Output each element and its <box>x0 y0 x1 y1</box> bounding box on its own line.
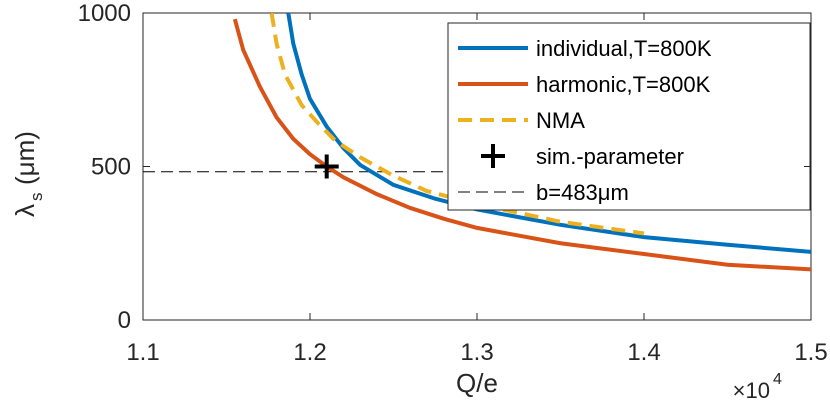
x-tick-label: 1.1 <box>126 339 159 366</box>
series-line <box>286 13 811 254</box>
x-multiplier: ×10 <box>733 378 770 403</box>
series-line <box>232 18 811 272</box>
y-label-subscript: s <box>27 193 46 202</box>
legend-label: b=483μm <box>536 180 629 205</box>
legend-label: sim.-parameter <box>536 144 684 169</box>
legend-label: individual,T=800K <box>536 36 712 61</box>
legend-box <box>447 22 811 211</box>
y-label-symbol: λ <box>10 204 40 217</box>
marker <box>314 154 339 179</box>
x-tick-label: 1.2 <box>293 339 326 366</box>
y-axis-label: λ s (μm) <box>10 131 46 217</box>
y-tick-label: 0 <box>118 307 131 334</box>
legend-marker <box>481 144 505 168</box>
y-tick-label: 1000 <box>78 0 131 27</box>
legend-label: harmonic,T=800K <box>536 72 711 97</box>
y-tick-label: 500 <box>91 154 131 181</box>
x-tick-label: 1.4 <box>627 339 660 366</box>
x-tick-label: 1.3 <box>460 339 493 366</box>
legend-label: NMA <box>536 108 585 133</box>
x-multiplier-exponent: 4 <box>773 371 782 388</box>
x-tick-label: 1.5 <box>794 339 827 366</box>
y-label-unit: (μm) <box>10 131 40 185</box>
x-axis-label: Q/e <box>456 368 498 398</box>
